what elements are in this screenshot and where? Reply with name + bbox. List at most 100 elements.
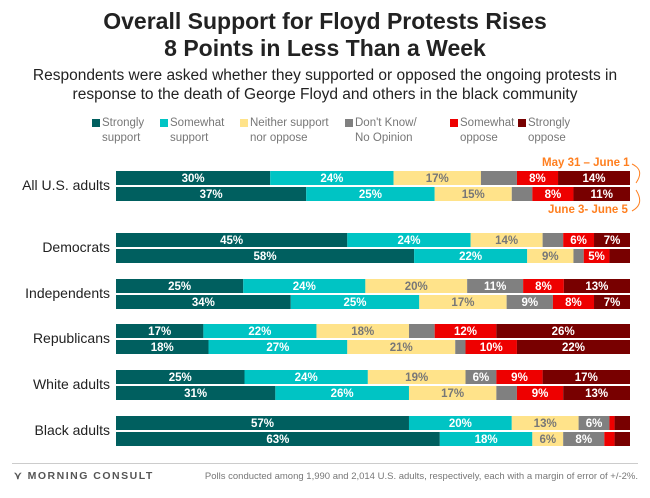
legend-label: oppose (528, 132, 566, 144)
subtitle-line: response to the death of George Floyd an… (72, 86, 578, 103)
legend-item: Somewhat oppose (450, 116, 515, 146)
legend-label: Strongly (528, 117, 571, 129)
legend-swatch (450, 119, 458, 127)
data-label: 21% (390, 342, 413, 354)
data-label: 8% (535, 281, 552, 293)
bar-segment (116, 279, 244, 293)
bar-segment (347, 340, 456, 354)
bar-segment (532, 187, 574, 201)
data-label: 25% (169, 372, 192, 384)
subtitle-line: Respondents were asked whether they supp… (32, 67, 618, 84)
bar-segment (496, 324, 630, 338)
legend-item: Strongly oppose (518, 116, 571, 146)
bar-segment (367, 370, 466, 384)
data-label: 45% (220, 235, 243, 247)
data-label: 30% (182, 173, 205, 185)
data-label: 24% (293, 281, 316, 293)
data-label: 22% (248, 326, 271, 338)
data-label: 25% (359, 189, 382, 201)
bar-segment (578, 416, 610, 430)
bar-segment (563, 432, 605, 446)
period-arrow-1-icon (631, 163, 641, 184)
data-label: 17% (148, 326, 171, 338)
data-label: 17% (426, 173, 449, 185)
bar-segment (408, 324, 435, 338)
data-label: 15% (462, 189, 485, 201)
legend-item: Somewhat support (160, 116, 224, 146)
bar-segment (506, 295, 553, 309)
data-label: 13% (534, 418, 557, 430)
data-label: 17% (451, 297, 474, 309)
bar-segment (208, 340, 348, 354)
data-label: 13% (585, 388, 608, 400)
data-label: 34% (192, 297, 215, 309)
data-label: 7% (604, 235, 621, 247)
data-label: 10% (480, 342, 503, 354)
data-label: 14% (583, 173, 606, 185)
bar-segment (243, 279, 366, 293)
bar-segment (439, 432, 533, 446)
bar-segment (516, 171, 559, 185)
category-label: Democrats (42, 239, 110, 255)
data-label: 17% (575, 372, 598, 384)
bar-segment (116, 386, 276, 400)
legend-label: support (102, 132, 141, 144)
bar-segment (434, 324, 497, 338)
data-label: 17% (441, 388, 464, 400)
bar-segment (609, 416, 615, 430)
data-label: 31% (184, 388, 207, 400)
bar-segment (116, 340, 209, 354)
legend-item: Neither support nor oppose (240, 116, 329, 146)
bar-segment (470, 233, 543, 247)
data-label: 24% (397, 235, 420, 247)
title-line: Overall Support for Floyd Protests Rises (103, 8, 547, 34)
bar-segment (563, 386, 630, 400)
data-label: 6% (539, 434, 556, 446)
data-label: 20% (405, 281, 428, 293)
bar-segment (573, 249, 584, 263)
bar-segment (116, 324, 204, 338)
data-label: 25% (168, 281, 191, 293)
bar-segment (511, 416, 579, 430)
bar-segment (496, 386, 517, 400)
data-label: 18% (351, 326, 374, 338)
bar-segment (116, 370, 245, 384)
bar-segment (116, 233, 348, 247)
bar-segment (455, 340, 466, 354)
bar-segment (542, 370, 630, 384)
bar-segment (290, 295, 420, 309)
footer-divider (12, 463, 638, 464)
bar-segment (244, 370, 368, 384)
data-label: 11% (591, 189, 613, 201)
bar-segment (523, 279, 564, 293)
bar-segment (496, 370, 543, 384)
data-label: 11% (484, 281, 506, 293)
bar-segment (408, 386, 497, 400)
category-label: Republicans (32, 330, 110, 346)
data-label: 58% (254, 251, 277, 263)
legend-swatch (240, 119, 248, 127)
legend-label: No Opinion (355, 132, 413, 144)
bar-segment (365, 279, 468, 293)
bar-segment (434, 187, 512, 201)
legend-label: Neither support (250, 117, 329, 129)
legend-label: Somewhat (460, 117, 515, 129)
bar-segment (614, 432, 630, 446)
bar-segment (408, 416, 512, 430)
bar-segment (270, 171, 394, 185)
data-label: 8% (565, 297, 582, 309)
data-label: 20% (449, 418, 472, 430)
bar-segment (275, 386, 409, 400)
bar-segment (542, 233, 564, 247)
bar-segment (511, 187, 533, 201)
data-label: 9% (511, 372, 528, 384)
brand-name: MORNING CONSULT (27, 470, 154, 482)
data-label: 8% (545, 189, 562, 201)
bar-segment (614, 416, 630, 430)
bar-segment (419, 295, 507, 309)
data-label: 7% (604, 297, 621, 309)
logo-icon: ⋎ (14, 470, 28, 482)
data-label: 22% (562, 342, 585, 354)
data-label: 8% (529, 173, 546, 185)
